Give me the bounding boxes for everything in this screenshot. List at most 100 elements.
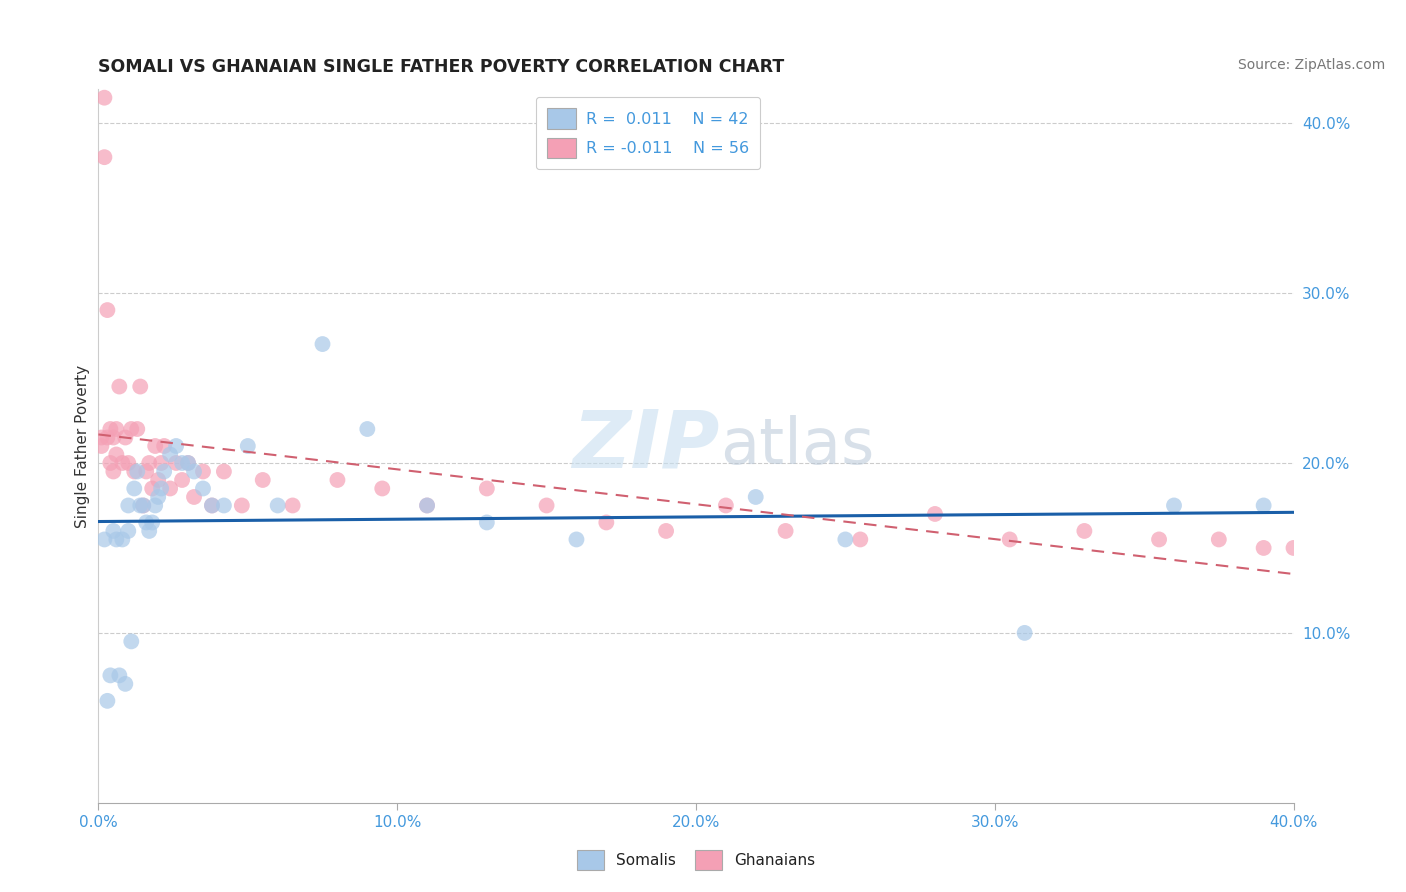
Point (172, 473, 194, 487)
Point (165, 439, 187, 453)
Point (231, 499, 253, 513)
Point (252, 473, 274, 487)
Point (135, 516, 157, 530)
Point (177, 456, 200, 470)
Point (595, 516, 617, 530)
Point (100, 668, 122, 682)
Point (103, 524, 125, 538)
Point (745, 490, 768, 504)
Point (475, 516, 498, 530)
Point (311, 337, 333, 351)
Point (148, 473, 170, 487)
Point (100, 456, 122, 470)
Point (108, 379, 131, 393)
Text: Source: ZipAtlas.com: Source: ZipAtlas.com (1237, 58, 1385, 72)
Point (416, 499, 439, 513)
Point (96, 694, 118, 708)
Point (114, 430, 136, 444)
Point (117, 499, 139, 513)
Point (1163, 499, 1185, 513)
Point (135, 465, 157, 479)
Point (132, 499, 155, 513)
Point (1208, 533, 1230, 547)
Point (201, 499, 224, 513)
Point (93, 150, 115, 164)
Point (1253, 499, 1275, 513)
Point (281, 499, 304, 513)
Point (153, 465, 176, 479)
Text: ZIP: ZIP (572, 407, 720, 485)
Point (1073, 524, 1095, 538)
Point (127, 465, 149, 479)
Point (998, 533, 1021, 547)
Point (93, 533, 115, 547)
Point (117, 524, 139, 538)
Point (183, 490, 205, 504)
Point (834, 533, 856, 547)
Point (150, 482, 173, 496)
Point (96, 430, 118, 444)
Point (212, 499, 235, 513)
Point (371, 482, 394, 496)
Point (775, 524, 797, 538)
Point (924, 507, 946, 521)
Legend: Somalis, Ghanaians: Somalis, Ghanaians (569, 842, 823, 877)
Point (267, 499, 290, 513)
Point (159, 448, 181, 462)
Point (93, 91, 115, 105)
Point (141, 482, 163, 496)
Point (120, 422, 142, 436)
Point (356, 422, 378, 436)
Point (212, 465, 235, 479)
Point (90, 430, 112, 444)
Point (108, 668, 131, 682)
Point (475, 482, 498, 496)
Point (183, 465, 205, 479)
Point (117, 456, 139, 470)
Point (129, 499, 152, 513)
Point (849, 533, 872, 547)
Point (111, 456, 134, 470)
Point (165, 456, 187, 470)
Point (105, 448, 128, 462)
Point (103, 465, 125, 479)
Point (141, 516, 163, 530)
Point (1282, 541, 1305, 555)
Point (326, 473, 349, 487)
Point (100, 422, 122, 436)
Point (124, 482, 146, 496)
Point (103, 430, 125, 444)
Point (138, 456, 160, 470)
Point (138, 524, 160, 538)
Point (191, 482, 214, 496)
Y-axis label: Single Father Poverty: Single Father Poverty (75, 365, 90, 527)
Point (159, 482, 181, 496)
Point (191, 465, 214, 479)
Point (1253, 541, 1275, 555)
Text: atlas: atlas (720, 415, 875, 477)
Point (143, 499, 166, 513)
Point (120, 634, 142, 648)
Point (714, 499, 737, 513)
Point (90, 439, 112, 453)
Point (236, 439, 259, 453)
Point (127, 422, 149, 436)
Point (105, 422, 128, 436)
Point (150, 456, 173, 470)
Point (143, 439, 166, 453)
Point (114, 677, 136, 691)
Point (111, 533, 134, 547)
Point (1147, 533, 1170, 547)
Point (148, 490, 170, 504)
Text: SOMALI VS GHANAIAN SINGLE FATHER POVERTY CORRELATION CHART: SOMALI VS GHANAIAN SINGLE FATHER POVERTY… (98, 58, 785, 76)
Point (124, 465, 146, 479)
Point (96, 303, 118, 318)
Point (177, 456, 200, 470)
Point (416, 499, 439, 513)
Point (536, 499, 558, 513)
Point (1014, 626, 1036, 640)
Point (172, 456, 194, 470)
Point (132, 499, 155, 513)
Point (105, 533, 128, 547)
Point (129, 379, 152, 393)
